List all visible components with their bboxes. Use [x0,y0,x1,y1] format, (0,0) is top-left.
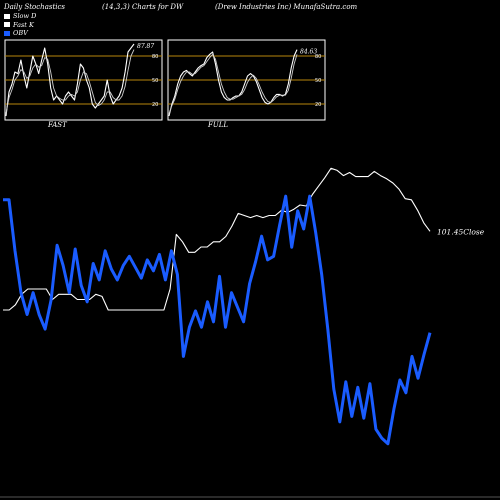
legend-label: OBV [13,29,28,37]
legend-label: Fast K [13,20,34,29]
chart-title-middle: (14,3,3) Charts for DW [102,3,184,11]
fast-tick-label: 50 [152,78,158,84]
fast-series-slow-d [5,49,135,114]
fast-value-label: 87.87 [137,43,154,50]
legend-swatch [4,30,10,36]
legend-swatch [4,22,10,28]
price-line [3,167,431,311]
fast-tick-label: 80 [152,54,158,60]
full-tick-label: 20 [315,102,321,108]
fast-tick-label: 20 [152,102,158,108]
legend: Slow D Fast K OBV [4,12,36,38]
obv-line [3,194,432,446]
legend-label: Slow D [13,12,37,20]
legend-item-obv: OBV [4,29,36,38]
full-series-full-d [168,53,298,114]
legend-item-slow-d: Slow D [4,12,36,21]
full-tick-label: 50 [315,78,321,84]
legend-swatch [4,13,10,19]
chart-title-left: Daily Stochastics [4,3,66,11]
legend-item-fast-k: Fast K [4,21,36,30]
full-series-full-k [168,49,298,117]
full-panel-title: FULL [208,121,229,129]
close-price-label: 101.45Close [437,227,485,236]
fast-series-fast-k [5,43,135,117]
full-tick-label: 80 [315,54,321,60]
full-value-label: 84.63 [300,49,317,56]
fast-panel-title: FAST [48,121,67,129]
chart-title-right: (Drew Industries Inc) MunafaSutra.com [215,3,358,11]
